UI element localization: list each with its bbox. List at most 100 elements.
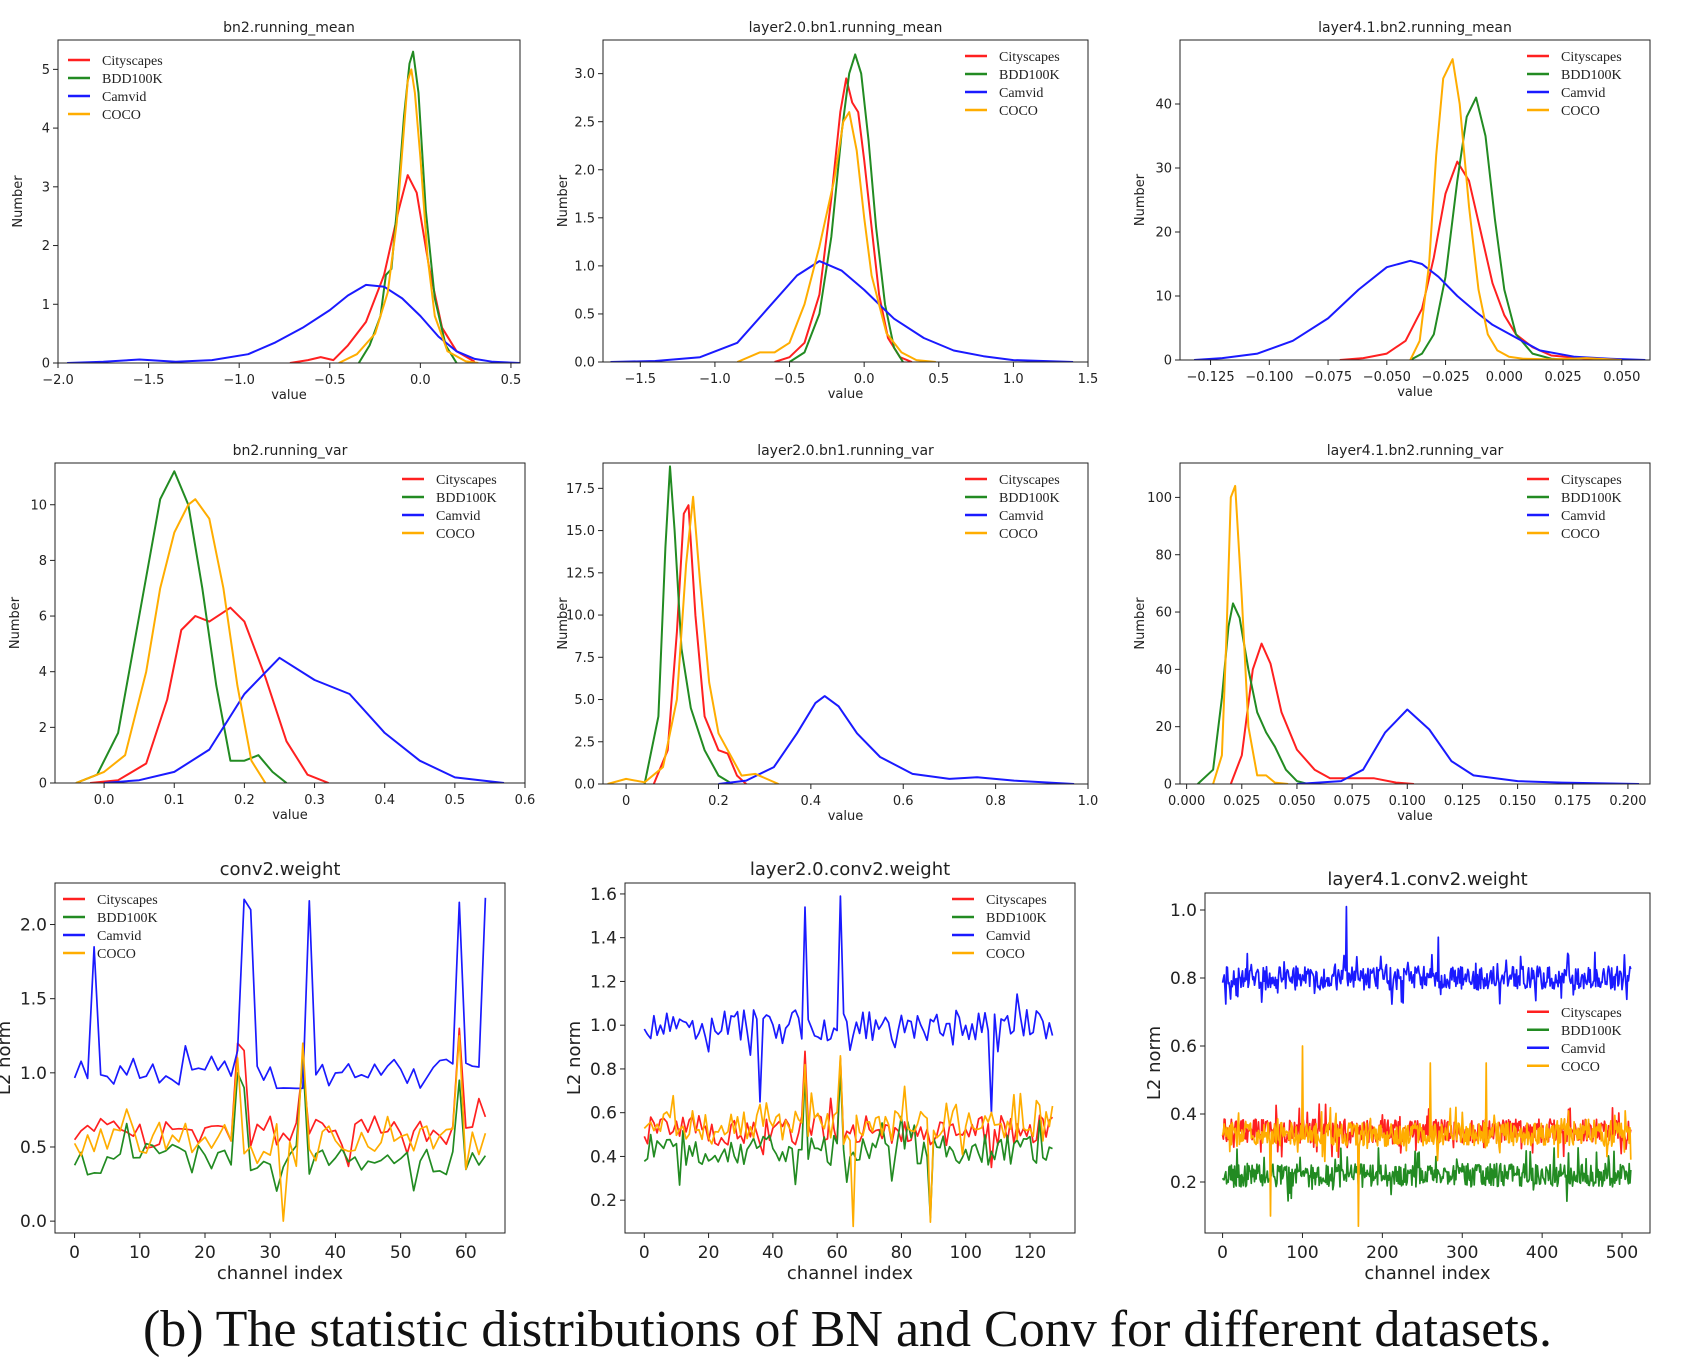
x-tick-label: −1.5	[133, 373, 165, 388]
x-tick-label: 0.200	[1609, 794, 1646, 809]
legend: Cityscapes BDD100K Camvid COCO	[1527, 50, 1622, 119]
x-tick-label: 30	[259, 1243, 281, 1263]
x-tick-label: 0.025	[1223, 794, 1260, 809]
y-tick-label: 80	[1155, 548, 1172, 563]
y-axis-label: Number	[11, 175, 26, 228]
y-axis-label: Number	[8, 596, 23, 649]
x-tick-label: 0	[1217, 1243, 1228, 1263]
axes-frame	[624, 882, 1076, 1234]
y-tick-label: 2.0	[20, 915, 47, 935]
x-tick-label: 0	[622, 794, 630, 809]
legend-label: BDD100K	[1561, 1024, 1622, 1039]
axes-frame	[57, 39, 521, 364]
y-tick-label: 0.6	[1170, 1037, 1197, 1057]
axes-frame	[602, 462, 1089, 785]
x-tick-label: 0.000	[1486, 370, 1523, 385]
legend-label: COCO	[999, 104, 1038, 119]
axes-frame	[602, 39, 1089, 363]
x-tick-label: 40	[325, 1243, 347, 1263]
x-tick-label: 10	[129, 1243, 151, 1263]
x-axis-label: value	[272, 808, 308, 823]
plot-area	[610, 53, 1074, 362]
x-tick-label: −0.125	[1186, 370, 1234, 385]
legend-label: BDD100K	[102, 72, 163, 87]
y-tick-label: 1.5	[20, 990, 47, 1010]
legend-label: Camvid	[999, 86, 1043, 101]
figure: bn2.running_mean −2.0 −1.5 −1.0 −0.5 0.0 0.5 0 1…	[0, 20, 1651, 1284]
y-tick-label: 20	[1155, 720, 1172, 735]
chart-panel-6: layer4.1.bn2.running_var 0.000 0.025 0.050 0…	[1133, 443, 1651, 824]
x-tick-label: 300	[1446, 1243, 1478, 1263]
y-tick-label: 1.6	[590, 885, 617, 905]
x-tick-label: 0.050	[1278, 794, 1315, 809]
y-tick-label: 60	[1155, 606, 1172, 621]
x-tick-label: 40	[762, 1243, 784, 1263]
x-axis-label: value	[1397, 809, 1433, 824]
y-tick-label: 1.5	[574, 211, 595, 226]
legend-label: Camvid	[102, 90, 146, 105]
legend-label: COCO	[986, 947, 1025, 962]
y-tick-label: 100	[1147, 491, 1172, 506]
y-tick-label: 0.2	[590, 1191, 617, 1211]
y-tick-label: 10	[30, 498, 47, 513]
legend-label: BDD100K	[436, 491, 497, 506]
chart-title: layer2.0.bn1.running_mean	[749, 20, 943, 36]
legend-label: COCO	[97, 947, 136, 962]
legend: Cityscapes BDD100K Camvid COCO	[1527, 1006, 1622, 1075]
figure-caption: (b) The statistic distributions of BN an…	[142, 1301, 1553, 1358]
y-tick-label: 1.0	[1170, 901, 1197, 921]
legend-label: COCO	[1561, 104, 1600, 119]
legend: Cityscapes BDD100K Camvid COCO	[68, 54, 163, 123]
legend-label: Camvid	[436, 509, 480, 524]
series-line-bdd100k	[1221, 1147, 1632, 1203]
y-tick-label: 0.2	[1170, 1173, 1197, 1193]
plot-area	[75, 470, 505, 783]
series-line-camvid	[718, 695, 1075, 784]
series-line-camvid	[1296, 708, 1640, 784]
plot-area	[1221, 905, 1632, 1228]
y-tick-label: 8	[39, 554, 47, 569]
legend-label: COCO	[1561, 527, 1600, 542]
plot-area	[607, 465, 1075, 784]
x-tick-label: 0.150	[1499, 794, 1536, 809]
legend-label: Cityscapes	[999, 50, 1060, 65]
legend-label: COCO	[999, 527, 1038, 542]
y-tick-label: 6	[39, 610, 47, 625]
chart-title: layer2.0.conv2.weight	[750, 859, 950, 880]
legend-label: Cityscapes	[436, 473, 497, 488]
legend-label: Camvid	[1561, 509, 1605, 524]
y-axis-label: Number	[556, 597, 571, 650]
axes-frame	[1204, 892, 1651, 1234]
y-tick-label: 0.0	[574, 778, 595, 793]
chart-panel-7: conv2.weight 0 10 20 30 40 50 60 0.0 0.5 1.0 1.5 2.0…	[0, 859, 506, 1284]
y-tick-label: 1.0	[574, 259, 595, 274]
x-tick-label: 100	[949, 1243, 981, 1263]
series-line-bdd100k	[643, 1068, 1053, 1219]
y-tick-label: 3	[42, 180, 50, 195]
y-tick-label: 0	[39, 777, 47, 792]
y-tick-label: 4	[42, 122, 50, 137]
y-tick-label: 0.4	[590, 1147, 617, 1167]
y-tick-label: 0	[1164, 354, 1172, 369]
x-tick-label: 0.050	[1603, 370, 1640, 385]
y-tick-label: 0.5	[20, 1138, 47, 1158]
chart-panel-5: layer2.0.bn1.running_var 0 0.2 0.4 0.6 0.8 1.0…	[556, 443, 1098, 824]
y-tick-label: 40	[1155, 98, 1172, 113]
y-axis-label: Number	[1133, 173, 1148, 226]
series-line-coco	[73, 1034, 487, 1222]
chart-title: bn2.running_var	[233, 443, 348, 459]
y-tick-label: 1.0	[590, 1016, 617, 1036]
series-line-camvid	[67, 283, 520, 363]
x-tick-label: 0.025	[1544, 370, 1581, 385]
x-axis-label: value	[828, 387, 864, 402]
series-line-camvid	[643, 895, 1054, 1114]
x-tick-label: −0.075	[1304, 370, 1352, 385]
x-tick-label: −2.0	[42, 373, 74, 388]
x-tick-label: 200	[1366, 1243, 1398, 1263]
plot-area	[1194, 58, 1646, 360]
legend-label: Camvid	[1561, 86, 1605, 101]
y-tick-label: 17.5	[566, 482, 595, 497]
plot-area	[643, 895, 1054, 1228]
y-tick-label: 2.5	[574, 735, 595, 750]
x-tick-label: 120	[1014, 1243, 1046, 1263]
